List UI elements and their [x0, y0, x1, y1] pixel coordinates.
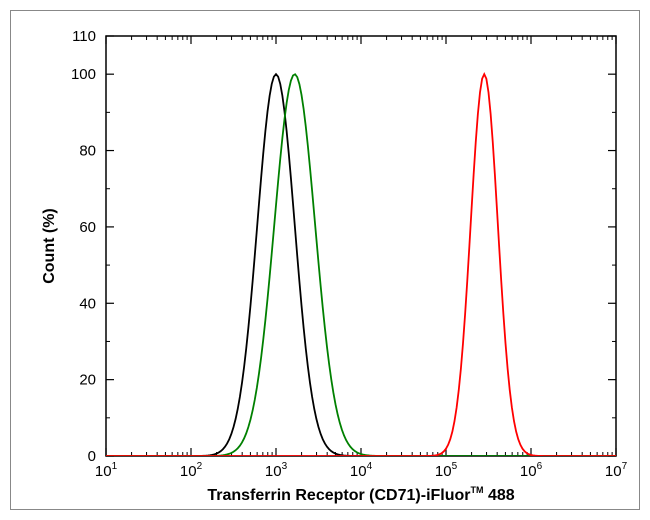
y-tick-label: 100	[71, 66, 96, 83]
outer-frame: 101 102 103 104 105 106 107 0 20 40 60 80 100 110 Tr…	[10, 10, 640, 510]
x-tick-label: 106	[520, 461, 543, 480]
y-tick-label: 20	[79, 372, 96, 389]
histogram-curves	[106, 74, 616, 456]
curve-antibody	[106, 74, 616, 456]
x-tick-label: 102	[180, 461, 203, 480]
x-tick-label: 103	[265, 461, 288, 480]
y-tick-label: 60	[79, 219, 96, 236]
x-axis-major-ticks	[106, 36, 616, 456]
y-tick-label: 0	[88, 448, 96, 465]
x-axis-minor-ticks	[132, 36, 613, 456]
y-tick-label: 80	[79, 143, 96, 160]
y-axis-label: Count (%)	[41, 208, 58, 284]
x-tick-label: 107	[605, 461, 628, 480]
curve-isotype	[106, 74, 616, 456]
x-tick-label: 105	[435, 461, 458, 480]
plot-box	[106, 36, 616, 456]
x-tick-label: 101	[95, 461, 118, 480]
flow-histogram-chart: 101 102 103 104 105 106 107 0 20 40 60 80 100 110 Tr…	[11, 11, 639, 509]
y-tick-label: 110	[72, 28, 96, 45]
y-tick-label: 40	[79, 295, 96, 312]
x-axis-label: Transferrin Receptor (CD71)-iFluorTM 488	[207, 485, 514, 504]
curve-unstained	[106, 74, 616, 456]
x-axis-tick-labels: 101 102 103 104 105 106 107	[95, 461, 628, 480]
x-tick-label: 104	[350, 461, 373, 480]
y-axis-tick-labels: 0 20 40 60 80 100 110	[71, 28, 96, 465]
y-axis-minor-ticks	[106, 112, 616, 417]
y-axis-major-ticks	[106, 36, 616, 456]
